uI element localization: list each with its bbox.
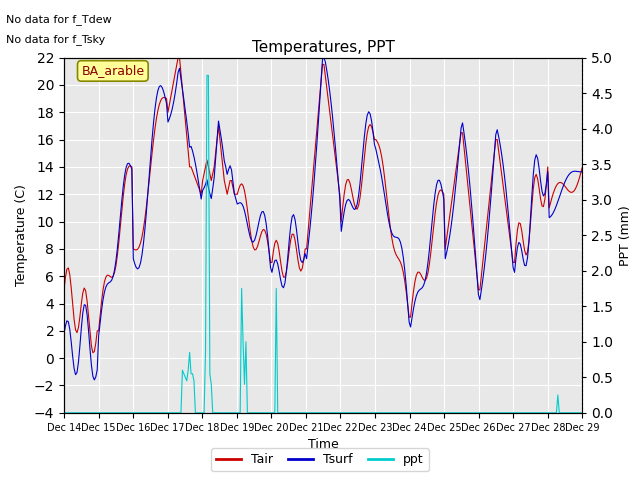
Y-axis label: PPT (mm): PPT (mm) [619,205,632,265]
Y-axis label: Temperature (C): Temperature (C) [15,184,28,286]
Text: No data for f_Tsky: No data for f_Tsky [6,34,106,45]
Text: BA_arable: BA_arable [81,64,145,77]
Text: No data for f_Tdew: No data for f_Tdew [6,14,112,25]
Title: Temperatures, PPT: Temperatures, PPT [252,40,395,55]
Legend: Tair, Tsurf, ppt: Tair, Tsurf, ppt [211,448,429,471]
X-axis label: Time: Time [308,438,339,451]
